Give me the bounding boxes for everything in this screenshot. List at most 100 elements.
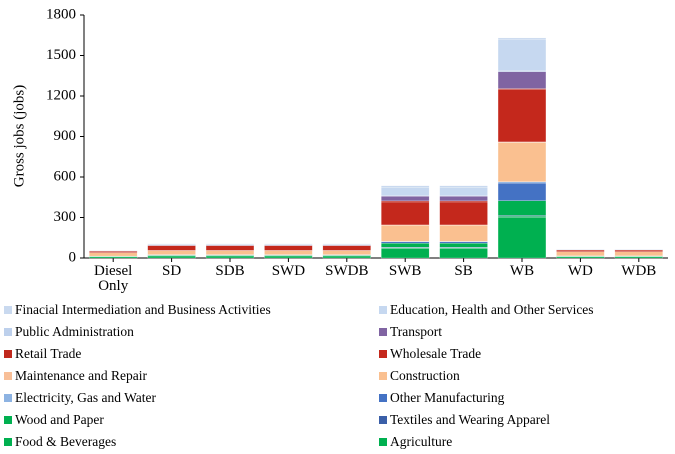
bar-segment xyxy=(497,89,547,143)
bar-segment xyxy=(497,37,547,40)
legend-item: Public Administration xyxy=(4,324,134,340)
legend-label: Transport xyxy=(390,324,443,339)
bar-segment xyxy=(439,248,488,259)
bar-segment xyxy=(381,242,430,248)
legend-swatch xyxy=(4,306,12,314)
y-tick-label: 1500 xyxy=(46,47,76,63)
bar-segment xyxy=(381,248,430,259)
legend-swatch xyxy=(4,438,12,446)
bar-segment xyxy=(497,70,547,72)
legend-swatch xyxy=(379,328,387,336)
legend-label: Wood and Paper xyxy=(15,412,104,427)
x-tick-label: SD xyxy=(162,263,182,279)
legend-label: Food & Beverages xyxy=(15,434,117,449)
legend-label: Education, Health and Other Services xyxy=(390,302,594,317)
legend-label: Agriculture xyxy=(390,434,453,449)
x-tick-label: Diesel Only xyxy=(94,263,133,294)
bar-segment xyxy=(322,255,371,259)
legend-swatch xyxy=(4,328,12,336)
bar-segment xyxy=(381,201,430,226)
legend-label: Maintenance and Repair xyxy=(15,368,147,383)
bar-segment xyxy=(497,39,547,71)
legend-label: Public Administration xyxy=(15,324,134,339)
bar-segment xyxy=(497,182,547,201)
bar-segment xyxy=(264,250,313,255)
bar-segment xyxy=(614,256,663,259)
y-tick-label: 1800 xyxy=(46,6,76,22)
bar-segment xyxy=(439,185,488,188)
bar-segment xyxy=(264,245,313,251)
bar-segment xyxy=(381,224,430,242)
bar-segment xyxy=(556,249,605,252)
x-tick-label: SDB xyxy=(215,263,245,279)
x-tick-label: WB xyxy=(509,263,535,279)
bar-segment xyxy=(89,251,138,253)
y-tick-label: 600 xyxy=(54,168,77,184)
legend-item: Construction xyxy=(379,368,460,384)
y-tick-label: 900 xyxy=(54,128,77,144)
bar-segment xyxy=(439,195,488,202)
bar-segment xyxy=(322,245,371,251)
legend-label: Textiles and Wearing Apparel xyxy=(390,412,551,427)
bar-segment xyxy=(614,249,663,252)
bar-segment xyxy=(205,255,255,259)
bar-segment xyxy=(439,224,488,242)
x-tick-label: SWD xyxy=(271,263,306,279)
legend-label: Wholesale Trade xyxy=(390,346,482,361)
x-tick-label: SWB xyxy=(388,263,422,279)
bar-segment xyxy=(439,187,488,196)
legend-swatch xyxy=(379,416,387,424)
legend-swatch xyxy=(379,372,387,380)
bar-segment xyxy=(439,201,488,226)
bar-segment xyxy=(147,255,196,259)
bar-segment xyxy=(556,256,605,259)
legend-swatch xyxy=(379,306,387,314)
x-tick-label: SWDB xyxy=(325,263,369,279)
legend-swatch xyxy=(379,438,387,446)
legend-item: Finacial Intermediation and Business Act… xyxy=(4,302,271,318)
y-tick-label: 0 xyxy=(69,249,77,265)
y-tick-label: 1200 xyxy=(46,87,76,103)
legend-label: Retail Trade xyxy=(15,346,82,361)
bar-segment xyxy=(264,255,313,259)
legend-item: Retail Trade xyxy=(4,346,81,362)
x-tick-label: WDB xyxy=(621,263,657,279)
legend-item: Education, Health and Other Services xyxy=(379,302,594,318)
legend-item: Wood and Paper xyxy=(4,412,104,428)
bar-segment xyxy=(381,187,430,196)
bar-segment xyxy=(147,245,196,251)
legend-swatch xyxy=(379,394,387,402)
legend-item: Electricity, Gas and Water xyxy=(4,390,156,406)
bar-segment xyxy=(89,256,138,259)
bar-segment xyxy=(497,181,547,184)
legend-label: Other Manufacturing xyxy=(390,390,505,405)
bar-segment xyxy=(439,242,488,248)
legend-item: Transport xyxy=(379,324,442,340)
bar-segment xyxy=(147,250,196,255)
x-tick-label: SB xyxy=(454,263,473,279)
legend-item: Agriculture xyxy=(379,434,452,450)
bar-segment xyxy=(556,251,605,257)
legend-label: Finacial Intermediation and Business Act… xyxy=(15,302,271,317)
legend-item: Maintenance and Repair xyxy=(4,368,147,384)
bar-segment xyxy=(381,195,430,202)
y-tick-label: 300 xyxy=(54,209,77,225)
legend-label: Construction xyxy=(390,368,460,383)
bar-segment xyxy=(89,252,138,257)
legend-item: Other Manufacturing xyxy=(379,390,504,406)
x-tick-label: WD xyxy=(567,263,593,279)
legend-swatch xyxy=(4,416,12,424)
legend-item: Wholesale Trade xyxy=(379,346,481,362)
bar-segment xyxy=(614,251,663,257)
legend-swatch xyxy=(4,394,12,402)
legend-swatch xyxy=(4,350,12,358)
bar-segment xyxy=(497,215,547,218)
bar-segment xyxy=(205,245,255,251)
legend-swatch xyxy=(379,350,387,358)
legend-swatch xyxy=(4,372,12,380)
bar-segment xyxy=(322,250,371,255)
legend-label: Electricity, Gas and Water xyxy=(15,390,156,405)
bar-segment xyxy=(381,185,430,188)
legend-item: Textiles and Wearing Apparel xyxy=(379,412,550,428)
